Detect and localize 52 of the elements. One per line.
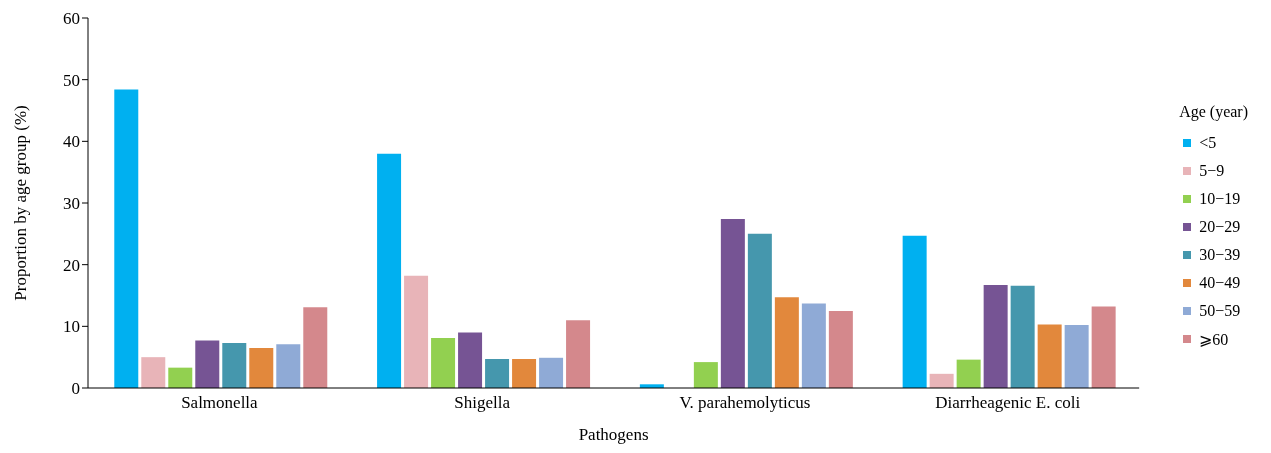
legend-label: <5 <box>1199 134 1217 152</box>
y-axis-title: Proportion by age group (%) <box>11 105 31 301</box>
bar <box>276 344 301 388</box>
y-tick-label: 0 <box>71 379 80 399</box>
bar <box>929 373 954 388</box>
bar <box>512 359 537 388</box>
bar <box>956 359 981 388</box>
bar <box>431 338 456 388</box>
legend-label: 10−19 <box>1199 190 1241 208</box>
x-tick-label: Diarrheagenic E. coli <box>935 393 1081 413</box>
y-tick-label: 50 <box>63 70 80 90</box>
bar <box>485 359 510 388</box>
bar <box>249 347 274 388</box>
bar <box>114 89 139 388</box>
bar <box>222 342 247 388</box>
bar <box>747 233 772 388</box>
bar <box>195 340 220 388</box>
bar <box>303 307 328 388</box>
legend-label: 5−9 <box>1199 162 1225 180</box>
bar <box>377 153 402 388</box>
bar <box>1064 325 1089 388</box>
y-tick-label: 60 <box>63 9 80 29</box>
bar <box>539 357 564 388</box>
bar <box>902 235 927 388</box>
y-tick-label: 30 <box>63 194 80 214</box>
bar <box>141 357 166 388</box>
y-tick-label: 40 <box>63 132 80 152</box>
legend-label: 40−49 <box>1199 274 1241 292</box>
legend-label: ⩾60 <box>1199 329 1229 349</box>
bar <box>404 275 429 388</box>
bar <box>1091 306 1116 388</box>
y-tick-label: 10 <box>63 317 80 337</box>
bar <box>168 367 193 388</box>
bar <box>774 297 799 388</box>
bar <box>1037 324 1062 388</box>
y-tick-label: 20 <box>63 255 80 275</box>
bar <box>693 362 718 388</box>
bar <box>566 320 591 388</box>
bar <box>801 303 826 388</box>
x-tick-label: V. parahemolyticus <box>679 393 811 413</box>
bar <box>1010 285 1035 388</box>
x-tick-label: Salmonella <box>181 393 259 413</box>
legend-label: 50−59 <box>1199 302 1241 320</box>
legend-label: 30−39 <box>1199 246 1241 264</box>
legend-title: Age (year) <box>1179 103 1248 121</box>
x-tick-label: Shigella <box>454 393 511 413</box>
bar <box>458 332 483 388</box>
bar <box>983 285 1008 388</box>
x-axis-title: Pathogens <box>578 425 649 444</box>
legend-label: 20−29 <box>1199 218 1241 236</box>
bar <box>720 219 745 388</box>
bar <box>828 310 853 388</box>
